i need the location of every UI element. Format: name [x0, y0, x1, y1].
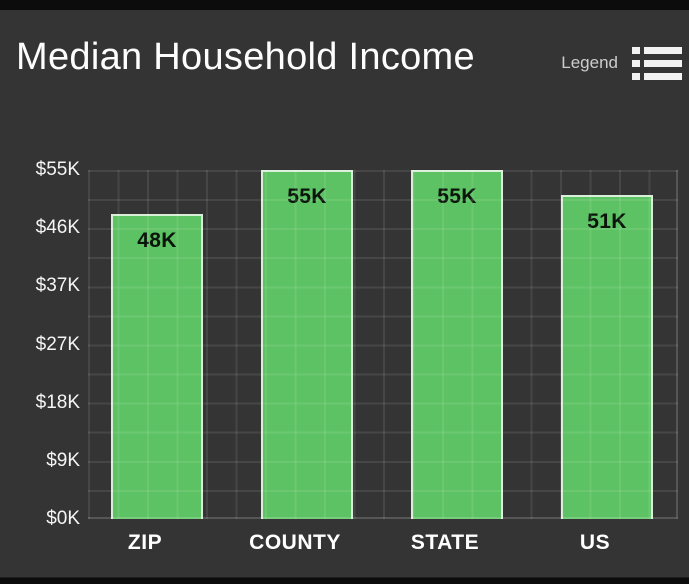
x-axis: ZIP COUNTY STATE US	[88, 529, 678, 561]
y-axis: $55K $46K $37K $27K $18K $9K $0K	[0, 159, 80, 529]
legend-button[interactable]: Legend	[561, 45, 682, 81]
bar-state[interactable]: 55K	[411, 170, 503, 519]
y-tick-46k: $46K	[35, 217, 80, 239]
y-tick-18k: $18K	[35, 391, 80, 413]
top-frame-bar	[0, 0, 689, 10]
plot-area: 48K 55K 55K 51K	[88, 170, 678, 519]
bar-us[interactable]: 51K	[561, 195, 653, 519]
y-tick-37k: $37K	[35, 275, 80, 297]
bar-value-label-us: 51K	[587, 210, 627, 234]
legend-label: Legend	[561, 53, 618, 72]
chart-title: Median Household Income	[16, 36, 475, 78]
y-tick-55k: $55K	[35, 159, 80, 180]
x-label-county: COUNTY	[249, 531, 341, 554]
bar-zip[interactable]: 48K	[111, 214, 203, 519]
legend-list-icon	[632, 46, 682, 80]
y-tick-0k: $0K	[46, 508, 80, 529]
bar-value-label-county: 55K	[287, 185, 327, 208]
y-tick-9k: $9K	[46, 449, 80, 471]
x-label-us: US	[579, 531, 611, 554]
bar-county[interactable]: 55K	[261, 170, 353, 519]
bottom-frame-bar	[0, 577, 689, 584]
bar-value-label-state: 55K	[437, 185, 477, 208]
x-label-state: STATE	[410, 531, 480, 554]
y-tick-27k: $27K	[35, 333, 80, 355]
x-label-zip: ZIP	[127, 531, 163, 554]
bar-value-label-zip: 48K	[137, 229, 177, 253]
